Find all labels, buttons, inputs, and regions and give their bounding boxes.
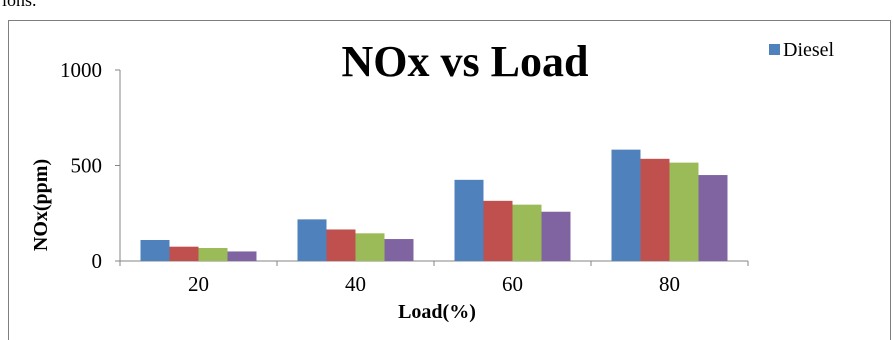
legend: Diesel	[769, 39, 835, 61]
x-tick-label: 40	[345, 272, 366, 296]
bar	[227, 251, 257, 261]
bar-chart: NOx vs Load 0 500 1000 20 40 60 80 Load(%) NO…	[30, 37, 835, 323]
bar	[512, 204, 542, 261]
x-axis: 20 40 60 80	[119, 260, 749, 296]
legend-swatch	[769, 44, 780, 55]
bar	[483, 200, 513, 261]
bar	[611, 149, 641, 261]
chart-frame	[8, 20, 891, 340]
bar	[140, 239, 170, 261]
bars	[140, 149, 728, 261]
legend-label: Diesel	[783, 39, 835, 61]
bar	[541, 211, 571, 261]
x-tick-label: 20	[188, 272, 209, 296]
bar	[169, 246, 199, 261]
fragment-text: ions.	[2, 0, 37, 10]
bar	[669, 162, 699, 261]
bar	[326, 229, 356, 261]
bar	[355, 233, 385, 261]
bar	[384, 239, 414, 261]
y-axis: 0 500 1000	[60, 58, 121, 273]
bar	[297, 219, 327, 261]
y-tick-label: 1000	[60, 58, 102, 82]
bar	[640, 158, 670, 261]
y-tick-label: 500	[71, 154, 103, 178]
bar	[698, 175, 728, 261]
bar	[454, 179, 484, 261]
bar	[198, 248, 228, 261]
y-tick-label: 0	[92, 249, 103, 273]
x-tick-label: 60	[502, 272, 523, 296]
chart-title: NOx vs Load	[342, 37, 589, 86]
x-tick-label: 80	[659, 272, 680, 296]
y-axis-title: NOx(ppm)	[30, 159, 52, 251]
x-axis-title: Load(%)	[398, 301, 476, 323]
